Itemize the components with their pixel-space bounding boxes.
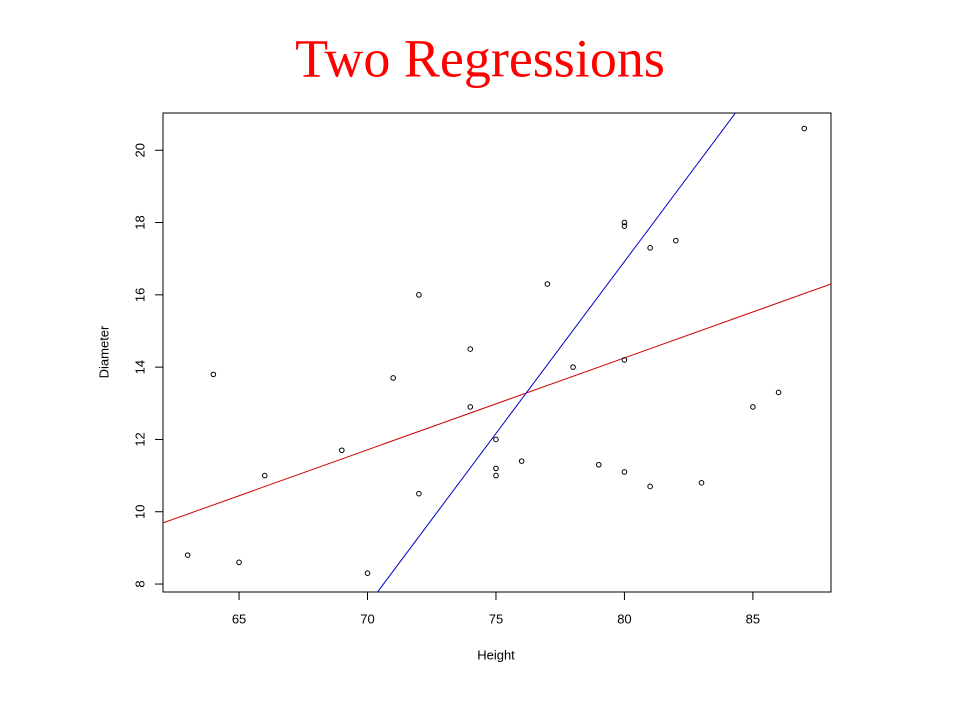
plot-frame [162, 112, 832, 593]
data-point [647, 483, 653, 490]
data-point [518, 458, 525, 464]
data-point [416, 292, 422, 298]
y-axis-label: Diameter [96, 325, 111, 378]
data-point [544, 281, 551, 287]
data-point [390, 375, 397, 381]
regression-line [163, 283, 831, 524]
chart-title: Two Regressions [295, 28, 665, 88]
y-tick-label: 12 [132, 432, 147, 446]
data-point [493, 472, 499, 479]
x-tick-label: 65 [232, 611, 246, 626]
data-point [184, 552, 191, 558]
data-point [621, 219, 628, 226]
data-point [364, 570, 371, 577]
data-point [467, 404, 474, 410]
data-point [621, 357, 628, 363]
y-tick-label: 20 [132, 143, 147, 157]
data-point [570, 364, 576, 370]
y-tick-label: 10 [132, 505, 147, 519]
data-point [493, 465, 499, 472]
x-tick-label: 75 [489, 611, 503, 626]
x-tick-label: 70 [360, 611, 374, 626]
data-point [673, 237, 679, 244]
data-point [647, 245, 653, 251]
data-point [698, 480, 705, 486]
y-tick-label: 14 [132, 360, 147, 374]
x-tick-label: 80 [617, 611, 631, 626]
data-point [493, 436, 499, 443]
regression-line [377, 113, 736, 592]
data-point [261, 472, 268, 479]
y-tick-label: 8 [132, 580, 147, 587]
data-point [801, 125, 808, 132]
data-point [750, 404, 756, 410]
data-point [416, 490, 422, 497]
x-axis-label: Height [477, 647, 515, 662]
data-point [236, 559, 242, 566]
data-point [621, 223, 628, 229]
y-tick-label: 18 [132, 215, 147, 229]
data-point [621, 469, 628, 475]
data-point [595, 461, 602, 468]
data-point [210, 371, 217, 378]
y-tick-label: 16 [132, 288, 147, 302]
data-point [339, 447, 345, 454]
x-tick-label: 85 [746, 611, 760, 626]
data-point [467, 346, 474, 352]
data-point [775, 389, 782, 396]
